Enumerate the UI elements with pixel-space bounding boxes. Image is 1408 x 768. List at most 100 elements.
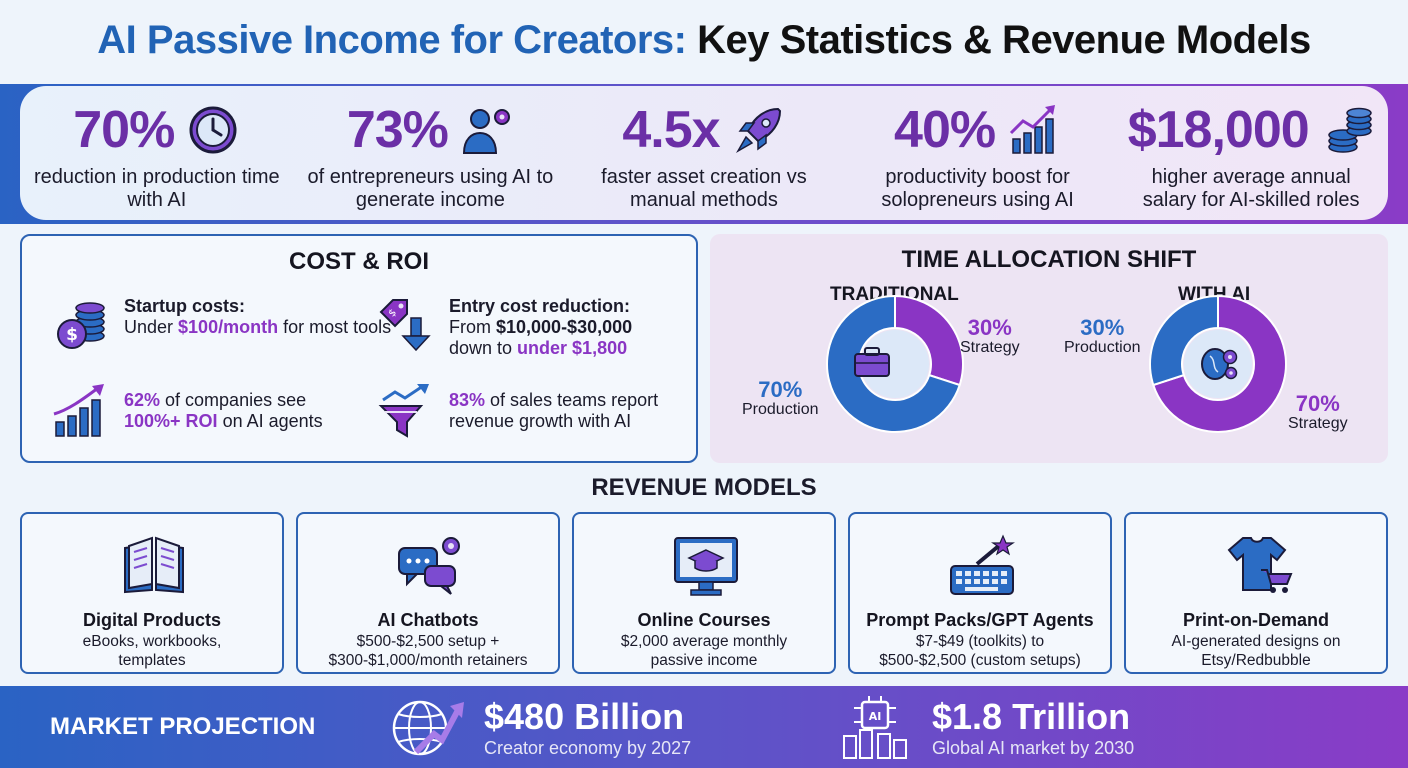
roi-chart-icon [53,384,104,437]
traditional-production-pct: 70% [758,377,803,402]
traditional-strategy-pct: 30% [967,315,1012,340]
traditional-title: TRADITIONAL [830,284,959,305]
entry-cost-item: $ Entry cost reduction: From $10,000-$30… [377,296,632,359]
stat-value: $18,000 [1127,101,1310,159]
with-ai-production-pct: 30% [1080,315,1125,340]
stat-label: productivity boost for solopreneurs usin… [881,166,1074,211]
revenue-desc-line-1: eBooks, workbooks, [82,633,222,650]
with-ai-production-name: Production [1064,339,1141,356]
revenue-card-print-on-demand: Print-on-Demand AI-generated designs on … [1124,512,1388,674]
chat-gear-icon [398,537,460,595]
stat-productivity: 40% productivity boost for solopreneurs … [841,86,1115,220]
revenue-desc-line-2: passive income [650,652,758,669]
growth-chart-icon [1010,105,1056,154]
roi-item: 62% of companies see 100%+ ROI on AI age… [52,382,323,440]
rocket-icon [735,107,781,154]
stat-label: of entrepreneurs using AI to generate in… [307,166,554,211]
stat-label: faster asset creation vs manual methods [601,166,807,211]
traditional-slice-strategy [894,294,964,387]
startup-pre: Under [124,317,179,337]
revenue-name: Online Courses [637,610,771,630]
revenue-desc-line-2: templates [118,652,186,669]
roi-highlight-2: 100%+ ROI [124,411,218,431]
stat-value: 73% [346,101,449,159]
price-tag-down-icon: $ [379,299,431,352]
startup-post: for most tools [278,317,392,337]
entry-heading: Entry cost reduction: [449,296,631,316]
toolbox-icon [854,347,890,377]
stat-label: reduction in production time with AI [33,166,280,211]
revenue-desc-line-1: $500-$2,500 setup + [356,633,500,650]
entry-line2-pre: down to [449,338,518,358]
globe-growth-icon [392,700,464,756]
ai-chip-icon: AI [843,696,907,759]
traditional-strategy-label: 30% Strategy [960,315,1020,358]
person-gear-icon [462,109,510,154]
startup-highlight: $100/month [178,317,279,337]
page-title: AI Passive Income for Creators: Key Stat… [0,18,1408,63]
with-ai-strategy-pct: 70% [1295,391,1340,416]
market-projection-label: MARKET PROJECTION [50,713,316,740]
coin-stack-icon [1327,107,1372,153]
revenue-name: Print-on-Demand [1183,610,1329,630]
donut-charts [826,294,1287,433]
time-allocation-panel: TIME ALLOCATION SHIFT TRADITIONAL WITH A… [710,234,1388,463]
revenue-desc: $2,000 average monthly passive income [574,632,834,670]
stat-value: 4.5x [622,101,720,159]
with-ai-strategy-name: Strategy [1288,415,1348,432]
ai-market-sub: Global AI market by 2030 [932,738,1135,758]
revenue-card-ai-chatbots: AI Chatbots $500-$2,500 setup + $300-$1,… [296,512,560,674]
traditional-production-label: 70% Production [742,377,819,420]
stat-production-time: 70% reduction in production time with AI [20,86,294,220]
market-projection-band: MARKET PROJECTION $480 Billion Creator e… [0,686,1408,768]
svg-text:$: $ [66,325,78,345]
brain-gear-icon [1201,348,1238,380]
key-stats-band: 70% reduction in production time with AI… [0,84,1408,224]
keyboard-wand-icon [950,534,1015,595]
traditional-production-name: Production [742,401,819,418]
stat-salary: $18,000 higher average annual salary for… [1114,86,1388,220]
revenue-name: AI Chatbots [377,610,479,630]
entry-line1-bold: $10,000-$30,000 [496,317,633,337]
stat-asset-creation: 4.5x faster asset creation vs manual met… [567,86,841,220]
title-part-1: AI Passive Income for Creators: [97,18,687,62]
revenue-desc: AI-generated designs on Etsy/Redbubble [1126,632,1386,670]
ai-market-value: $1.8 Trillion [932,696,1131,737]
stat-entrepreneurs: 73% of entrepreneurs using AI to generat… [294,86,568,220]
donut-traditional [826,294,964,433]
with-ai-slice-production [1149,294,1219,387]
sales-highlight: 83% [449,390,486,410]
revenue-card-online-courses: Online Courses $2,000 average monthly pa… [572,512,836,674]
tshirt-cart-icon [1227,537,1293,593]
startup-heading: Startup costs: [124,296,246,316]
revenue-desc-line-2: $300-$1,000/month retainers [328,652,528,669]
key-stats-panel: 70% reduction in production time with AI… [20,86,1388,220]
with-ai-slice-strategy [1152,294,1287,433]
revenue-name: Prompt Packs/GPT Agents [866,610,1094,630]
traditional-center [861,330,929,398]
revenue-desc-line-1: $2,000 average monthly [620,633,788,650]
book-icon [124,536,184,594]
revenue-desc: eBooks, workbooks, templates [22,632,282,670]
stat-value: 70% [73,101,175,159]
sales-item: 83% of sales teams report revenue growth… [377,382,658,440]
title-part-2: Key Statistics & Revenue Models [697,18,1311,62]
traditional-slice-production [826,294,961,433]
revenue-desc-line-2: $500-$2,500 (custom setups) [879,652,1081,669]
stat-value: 40% [894,101,996,159]
funnel-growth-icon [378,384,429,438]
entry-line2-highlight: under $1,800 [517,338,628,358]
creator-economy-sub: Creator economy by 2027 [484,738,692,758]
sales-text-2: revenue growth with AI [449,411,632,431]
revenue-desc: $500-$2,500 setup + $300-$1,000/month re… [298,632,558,670]
coins-dollar-icon: $ [57,302,105,349]
revenue-desc-line-1: AI-generated designs on [1171,633,1341,650]
roi-text-1: of companies see [160,390,307,410]
revenue-desc-line-1: $7-$49 (toolkits) to [915,633,1045,650]
revenue-desc-line-2: Etsy/Redbubble [1201,652,1311,669]
cost-roi-panel: COST & ROI $ Startup costs: Under $100/m… [20,234,698,463]
with-ai-strategy-label: 70% Strategy [1288,391,1348,434]
creator-economy-value: $480 Billion [484,696,685,737]
stat-label: higher average annual salary for AI-skil… [1142,166,1360,211]
traditional-strategy-name: Strategy [960,339,1020,356]
